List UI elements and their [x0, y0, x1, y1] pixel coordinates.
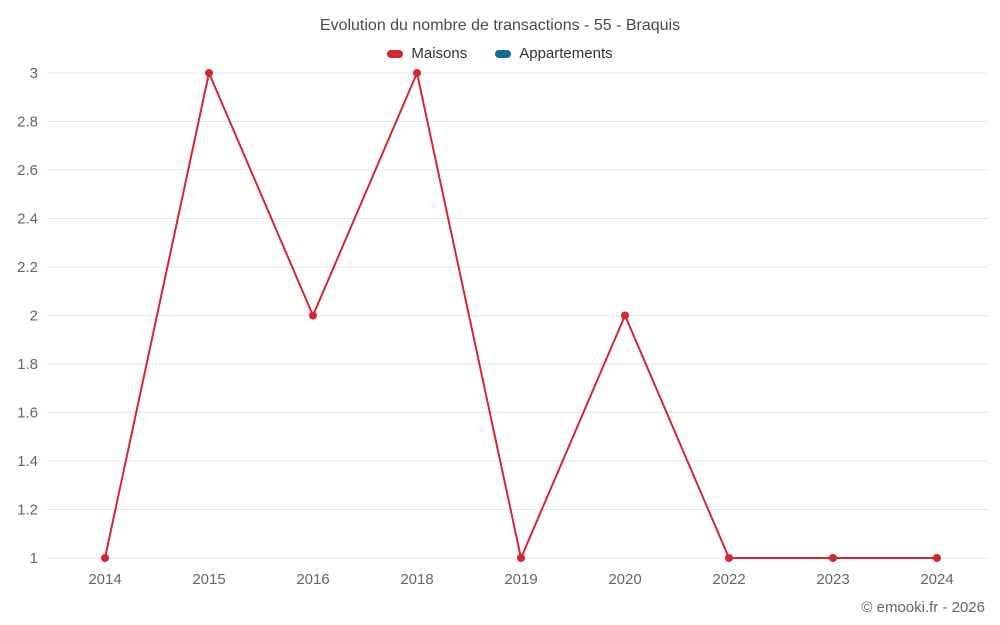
watermark: © emooki.fr - 2026	[861, 599, 985, 616]
x-tick-label: 2020	[608, 571, 641, 588]
y-tick-label: 3	[30, 65, 38, 82]
x-tick-label: 2016	[296, 571, 329, 588]
y-tick-label: 2.6	[17, 162, 38, 179]
legend-label-maisons: Maisons	[411, 45, 468, 62]
x-tick-label: 2018	[400, 571, 433, 588]
data-point[interactable]	[413, 69, 421, 77]
chart-legend: Maisons Appartements	[0, 45, 1000, 62]
y-tick-label: 2.2	[17, 259, 38, 276]
x-tick-label: 2015	[192, 571, 225, 588]
chart-title: Evolution du nombre de transactions - 55…	[319, 17, 681, 34]
legend-label-appartements: Appartements	[519, 45, 613, 62]
x-tick-label: 2024	[920, 571, 953, 588]
x-tick-label: 2014	[88, 571, 121, 588]
data-point[interactable]	[309, 311, 317, 320]
x-tick-label: 2022	[712, 571, 745, 588]
data-point[interactable]	[517, 554, 525, 562]
legend-item-maisons[interactable]: Maisons	[387, 45, 467, 62]
y-tick-label: 2.4	[17, 211, 38, 228]
maisons-legend-marker-icon	[387, 49, 404, 58]
y-tick-label: 1	[30, 550, 38, 567]
y-tick-label: 1.2	[17, 502, 38, 519]
y-tick-label: 1.8	[17, 356, 38, 373]
x-tick-label: 2019	[504, 571, 537, 588]
y-tick-label: 2.8	[17, 114, 38, 131]
data-point[interactable]	[205, 69, 213, 77]
data-point[interactable]	[101, 554, 109, 562]
y-tick-label: 2	[30, 308, 38, 325]
x-tick-label: 2023	[816, 571, 849, 588]
data-point[interactable]	[829, 554, 837, 562]
appartements-legend-marker-icon	[495, 49, 512, 58]
data-point[interactable]	[621, 311, 629, 320]
data-point[interactable]	[933, 554, 941, 562]
legend-item-appartements[interactable]: Appartements	[495, 45, 613, 62]
y-tick-label: 1.6	[17, 405, 38, 422]
y-tick-label: 1.4	[17, 453, 38, 470]
data-point[interactable]	[725, 554, 733, 562]
